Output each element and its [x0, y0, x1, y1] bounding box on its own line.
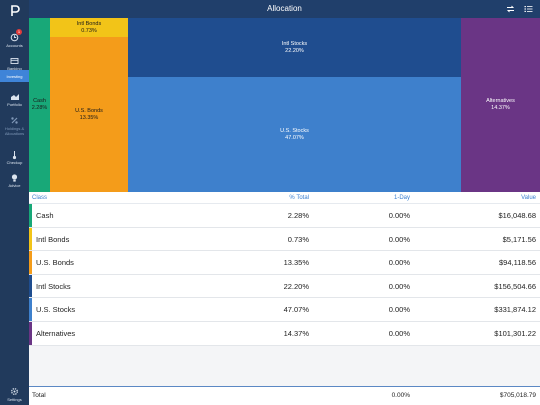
cell-class: Intl Stocks — [36, 281, 71, 291]
notification-badge: 1 — [16, 29, 22, 35]
tile-label: U.S. Stocks — [280, 127, 309, 134]
allocation-treemap: Cash 2.28% Intl Bonds 0.73% U.S. Bonds 1… — [29, 18, 540, 192]
tile-label: Intl Stocks — [281, 40, 308, 47]
swap-icon[interactable] — [504, 3, 516, 15]
portfolio-icon — [10, 91, 20, 102]
total-value: $705,018.79 — [499, 392, 536, 399]
sidebar-item-portfolio[interactable]: Portfolio — [0, 87, 29, 111]
class-color-swatch — [29, 204, 32, 227]
cell-one-day: 0.00% — [388, 305, 410, 315]
sidebar-item-label: Banking — [7, 66, 22, 71]
tile-percent: 2.28% — [31, 105, 48, 111]
column-header-class[interactable]: Class — [32, 195, 48, 201]
cell-class: U.S. Bonds — [36, 258, 74, 268]
sidebar-item-advice[interactable]: Advice — [0, 168, 29, 192]
total-label: Total — [32, 392, 46, 399]
treemap-tile-intl-bonds[interactable]: Intl Bonds 0.73% — [50, 18, 128, 37]
column-header-one-day[interactable]: 1-Day — [393, 195, 410, 201]
cell-one-day: 0.00% — [388, 258, 410, 268]
accounts-icon — [10, 32, 19, 43]
sidebar-item-label: Checkup — [6, 160, 23, 165]
list-icon[interactable] — [522, 3, 534, 15]
class-color-swatch — [29, 251, 32, 274]
cell-one-day: 0.00% — [388, 211, 410, 220]
cell-percent-total: 47.07% — [283, 305, 309, 315]
cell-percent-total: 22.20% — [283, 281, 309, 291]
total-one-day: 0.00% — [391, 392, 410, 399]
table-row[interactable]: Intl Stocks 22.20% 0.00% $156,504.66 — [29, 274, 540, 299]
sidebar-item-label: Accounts — [6, 43, 23, 48]
sidebar-item-label: Investing — [6, 73, 23, 79]
cell-class: Cash — [36, 211, 54, 220]
advice-icon — [10, 172, 19, 183]
treemap-tile-cash[interactable]: Cash 2.28% — [29, 18, 50, 192]
cell-percent-total: 13.35% — [283, 258, 309, 268]
treemap-tile-alternatives[interactable]: Alternatives 14.37% — [461, 18, 540, 192]
table-row[interactable]: U.S. Bonds 13.35% 0.00% $94,118.56 — [29, 251, 540, 275]
tile-label: Cash — [33, 98, 46, 104]
cell-class: Intl Bonds — [36, 234, 70, 244]
cell-percent-total: 14.37% — [283, 329, 309, 338]
gear-icon — [10, 386, 19, 397]
tile-label: Intl Bonds — [76, 20, 102, 27]
table-row[interactable]: Intl Bonds 0.73% 0.00% $5,171.56 — [29, 227, 540, 252]
checkup-icon — [10, 149, 19, 160]
cell-one-day: 0.00% — [388, 329, 410, 338]
cell-one-day: 0.00% — [388, 281, 410, 291]
treemap-tile-us-stocks[interactable]: U.S. Stocks 47.07% — [128, 77, 461, 192]
cell-value: $156,504.66 — [494, 281, 536, 291]
cell-one-day: 0.00% — [388, 234, 410, 244]
tile-percent: 47.07% — [285, 134, 304, 141]
class-color-swatch — [29, 298, 32, 321]
tile-percent: 0.73% — [81, 27, 97, 34]
total-row: Total 0.00% $705,018.79 — [29, 386, 540, 405]
banking-icon — [10, 55, 19, 66]
tile-percent: 14.37% — [491, 105, 510, 111]
sidebar: 1 Accounts Banking Investing Portfolio H… — [0, 0, 29, 405]
treemap-tile-us-bonds[interactable]: U.S. Bonds 13.35% — [50, 37, 128, 192]
class-color-swatch — [29, 322, 32, 345]
cell-value: $5,171.56 — [502, 234, 536, 244]
class-color-swatch — [29, 227, 32, 251]
table-row[interactable]: Alternatives 14.37% 0.00% $101,301.22 — [29, 322, 540, 346]
tile-label: U.S. Bonds — [75, 107, 103, 114]
tile-percent: 22.20% — [285, 47, 304, 54]
sidebar-item-label: Portfolio — [7, 102, 22, 107]
sidebar-item-investing[interactable]: Investing — [0, 70, 29, 82]
holdings-icon — [10, 115, 19, 126]
tile-percent: 13.35% — [79, 114, 99, 121]
sidebar-item-checkup[interactable]: Checkup — [0, 145, 29, 169]
class-color-swatch — [29, 274, 32, 298]
cell-value: $16,048.68 — [498, 211, 536, 220]
table-header: Class % Total 1-Day Value — [29, 192, 540, 204]
column-header-value[interactable]: Value — [521, 195, 536, 201]
column-header-percent-total[interactable]: % Total — [289, 195, 309, 201]
top-bar: Allocation — [29, 0, 540, 18]
table-row[interactable]: Cash 2.28% 0.00% $16,048.68 — [29, 204, 540, 228]
sidebar-item-holdings[interactable]: Holdings & Allocations — [0, 110, 29, 140]
cell-value: $101,301.22 — [494, 329, 536, 338]
table-empty-area — [29, 346, 540, 386]
treemap-tile-intl-stocks[interactable]: Intl Stocks 22.20% — [128, 18, 461, 77]
sidebar-item-label: Advice — [8, 183, 21, 188]
cell-percent-total: 2.28% — [287, 211, 309, 220]
sidebar-item-settings[interactable]: Settings — [0, 383, 29, 405]
page-title: Allocation — [267, 4, 302, 13]
cell-value: $94,118.56 — [499, 258, 536, 268]
cell-percent-total: 0.73% — [287, 234, 309, 244]
table-row[interactable]: U.S. Stocks 47.07% 0.00% $331,874.12 — [29, 298, 540, 322]
app-logo-icon[interactable] — [0, 0, 29, 20]
sidebar-item-banking[interactable]: Banking — [0, 51, 29, 75]
sidebar-item-accounts[interactable]: 1 Accounts — [0, 28, 29, 52]
sidebar-item-label: Settings — [7, 397, 22, 402]
sidebar-item-label: Holdings & Allocations — [4, 125, 25, 136]
tile-label: Alternatives — [486, 98, 515, 104]
cell-class: U.S. Stocks — [36, 305, 76, 315]
cell-value: $331,874.12 — [494, 305, 536, 315]
cell-class: Alternatives — [36, 329, 76, 338]
